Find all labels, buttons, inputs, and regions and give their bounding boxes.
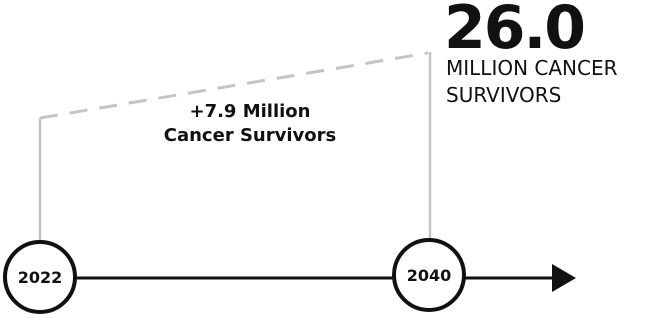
start-year-label: 2022 xyxy=(17,268,63,287)
increase-line2: Cancer Survivors xyxy=(163,125,337,146)
timeline-arrowhead xyxy=(552,264,576,292)
headline-value: 26.0 xyxy=(444,0,586,63)
increase-line1: +7.9 Million xyxy=(189,101,311,122)
year-circle-start xyxy=(3,240,77,314)
dashed-trend-line xyxy=(39,51,429,120)
end-year-label: 2040 xyxy=(406,266,452,285)
headline-caption: MILLION CANCER SURVIVORS xyxy=(446,55,646,109)
headline-caption-line1: MILLION CANCER xyxy=(446,56,618,80)
year-circle-end xyxy=(392,238,466,312)
headline-caption-line2: SURVIVORS xyxy=(446,83,562,107)
increase-annotation: +7.9 Million Cancer Survivors xyxy=(122,100,378,148)
